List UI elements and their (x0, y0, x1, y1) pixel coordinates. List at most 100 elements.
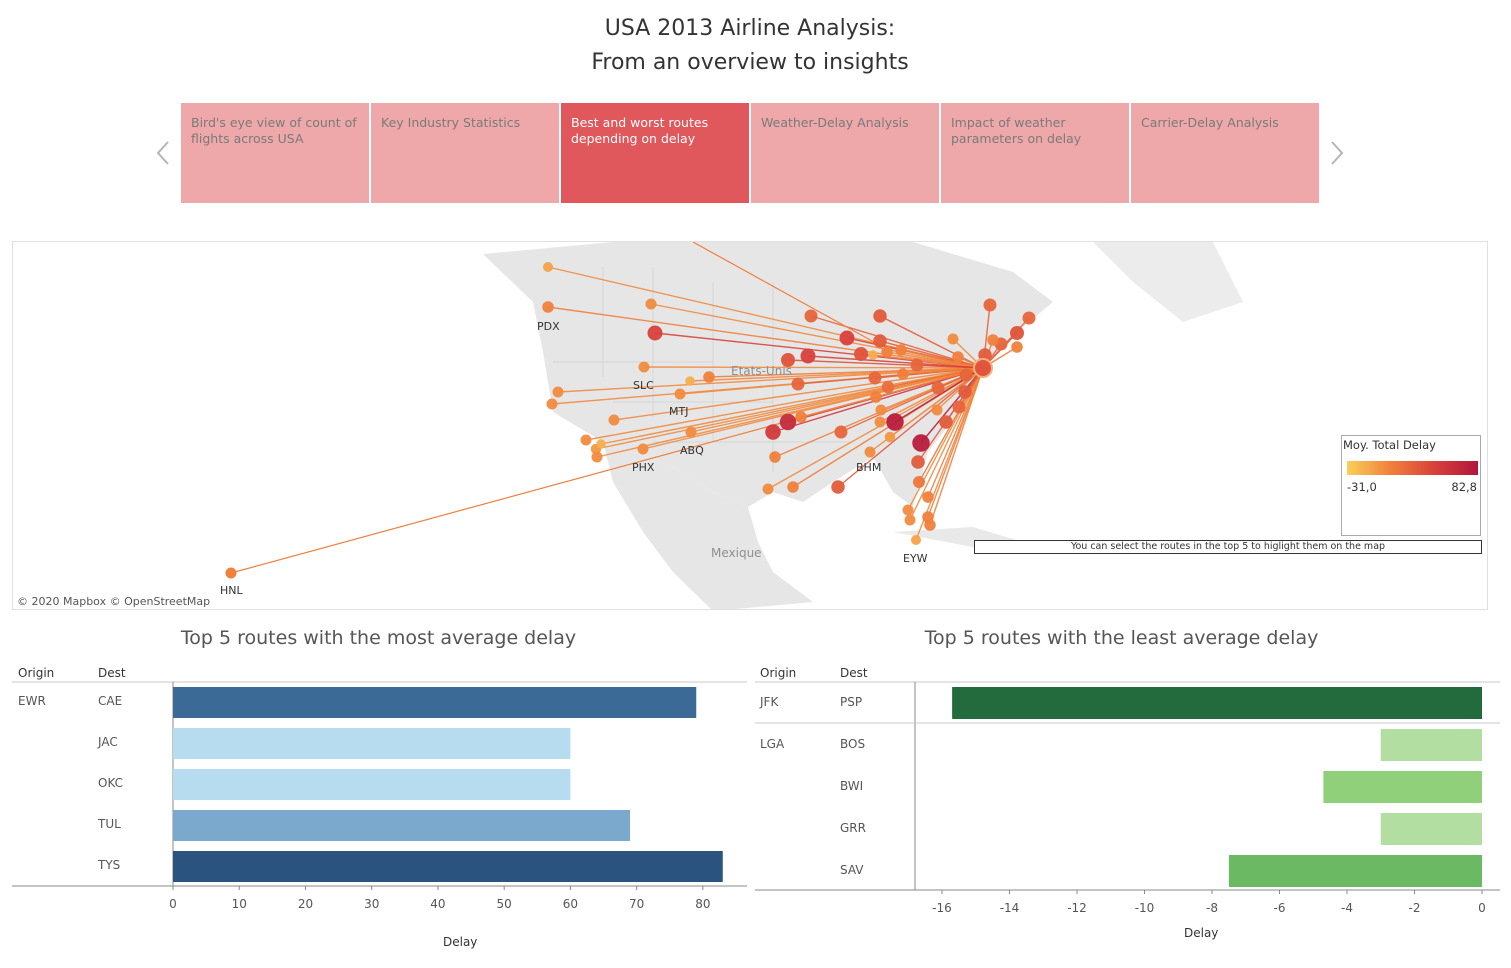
bar-okc (173, 769, 571, 800)
row-dest-grr[interactable]: GRR (840, 821, 866, 835)
route-line-10 (585, 367, 984, 441)
story-point-best-worst-routes[interactable]: Best and worst routes depending on delay (561, 103, 749, 203)
airport-dot-57 (958, 385, 972, 399)
route-map[interactable]: Etats-Unis Mexique PDX SLC MTJ ABQ PHX B… (12, 241, 1488, 610)
tick-label--16: -16 (932, 901, 952, 915)
route-line-6 (708, 367, 984, 378)
airport-dot-19 (795, 411, 807, 423)
tick-label-80: 80 (695, 897, 710, 911)
bar-sav (1228, 855, 1482, 887)
airport-dot-54 (875, 404, 887, 416)
route-line-42 (879, 340, 984, 369)
airport-dot-31 (913, 476, 925, 488)
row-dest-psp[interactable]: PSP (840, 695, 863, 709)
airport-dot-47 (781, 353, 795, 367)
tick-label--6: -6 (1274, 901, 1286, 915)
bar-chart-least-delay[interactable]: -16 -14 -12 -10 -8 -6 -4 -2 0 (755, 680, 1500, 920)
bar-cae (173, 687, 697, 718)
chevron-left-icon[interactable] (150, 138, 178, 168)
bar-chart-most-delay[interactable]: 0 10 20 30 40 50 60 70 80 (12, 680, 747, 920)
airport-dot-14 (591, 451, 603, 463)
column-header-origin-right: Origin (760, 666, 797, 680)
route-line-48 (807, 355, 984, 369)
airport-dot-67 (947, 333, 959, 345)
airport-dot-30 (911, 455, 925, 469)
route-line-hnl (230, 367, 984, 574)
story-point-weather-delay[interactable]: Weather-Delay Analysis (751, 103, 939, 203)
map-canvas[interactable] (13, 242, 1488, 610)
airport-dot-8 (552, 386, 564, 398)
country-label-usa: Etats-Unis (731, 364, 792, 378)
row-dest-okc[interactable]: OKC (98, 776, 124, 790)
airport-dot-64 (1011, 341, 1023, 353)
route-line-32 (927, 367, 984, 498)
map-hint-text: You can select the routes in the top 5 t… (974, 540, 1482, 554)
airport-label-slc: SLC (633, 379, 654, 392)
airport-dot-62 (1022, 311, 1036, 325)
row-dest-tul[interactable]: TUL (98, 817, 121, 831)
airport-dot-55 (931, 381, 945, 395)
row-dest-cae[interactable]: CAE (98, 694, 123, 708)
airport-dot-23 (831, 480, 845, 494)
delay-color-legend[interactable]: Moy. Total Delay -31,0 82,8 (1341, 435, 1481, 536)
airport-dot-26 (874, 416, 886, 428)
airport-dot-22 (787, 481, 799, 493)
airport-dot-59 (931, 404, 943, 416)
airport-label-eyw: EYW (903, 552, 928, 565)
airport-dot-53 (897, 368, 909, 380)
column-header-dest-right: Dest (840, 666, 868, 680)
airport-label-abq: ABQ (680, 444, 704, 457)
airport-dot-5 (685, 376, 695, 386)
airport-dot-28 (912, 434, 930, 452)
airport-label-phx: PHX (632, 461, 655, 474)
airport-dot-17 (765, 424, 781, 440)
route-line-21 (767, 367, 984, 490)
route-line-53 (902, 367, 984, 375)
airport-dot-13 (608, 414, 620, 426)
route-line-2 (650, 303, 984, 369)
airport-dot-66 (987, 334, 999, 346)
landmass-mexico (603, 442, 813, 609)
chart-title-least-delay: Top 5 routes with the least average dela… (924, 627, 1319, 649)
map-attribution[interactable]: © 2020 Mapbox © OpenStreetMap (17, 595, 211, 608)
row-dest-bos[interactable]: BOS (840, 737, 866, 751)
route-line-47 (787, 359, 984, 369)
airport-dot-37 (911, 535, 921, 545)
route-line-28 (920, 367, 984, 444)
story-navigation: Bird's eye view of count of flights acro… (150, 103, 1350, 203)
airport-dot-45 (895, 344, 907, 356)
story-point-weather-parameters[interactable]: Impact of weather parameters on delay (941, 103, 1129, 203)
row-dest-sav[interactable]: SAV (840, 863, 864, 877)
story-point-birds-eye[interactable]: Bird's eye view of count of flights acro… (181, 103, 369, 203)
airport-dot-41 (873, 309, 887, 323)
airport-dot-3 (647, 325, 663, 341)
airport-dot-12 (596, 439, 606, 449)
story-point-key-statistics[interactable]: Key Industry Statistics (371, 103, 559, 203)
airport-dot-44 (868, 350, 878, 360)
column-header-dest: Dest (98, 666, 126, 680)
airport-dot-49 (791, 377, 805, 391)
airport-dot-32 (922, 491, 934, 503)
row-dest-bwi[interactable]: BWI (840, 779, 864, 793)
airport-dot-58 (939, 415, 953, 429)
x-axis-title-right: Delay (1184, 926, 1219, 940)
airport-dot-69 (959, 368, 973, 382)
chevron-right-icon[interactable] (1322, 138, 1350, 168)
airport-dot-43 (881, 346, 893, 358)
airport-dot-9 (546, 398, 558, 410)
tick-label--2: -2 (1409, 901, 1421, 915)
airport-dot-40 (854, 347, 868, 361)
story-point-carrier-delay[interactable]: Carrier-Delay Analysis (1131, 103, 1319, 203)
route-line-44 (872, 354, 984, 369)
row-dest-tys[interactable]: TYS (98, 858, 121, 872)
route-line-36 (929, 367, 984, 526)
airport-dot-29 (884, 431, 896, 443)
airport-label-bhm: BHM (856, 461, 882, 474)
row-origin-lga: LGA (760, 737, 785, 751)
row-dest-jac[interactable]: JAC (98, 735, 118, 749)
tick-label-0: 0 (169, 897, 177, 911)
airport-dot-20 (769, 451, 781, 463)
legend-gradient (1347, 461, 1478, 475)
tick-label-70: 70 (629, 897, 644, 911)
route-line-1 (547, 306, 984, 369)
